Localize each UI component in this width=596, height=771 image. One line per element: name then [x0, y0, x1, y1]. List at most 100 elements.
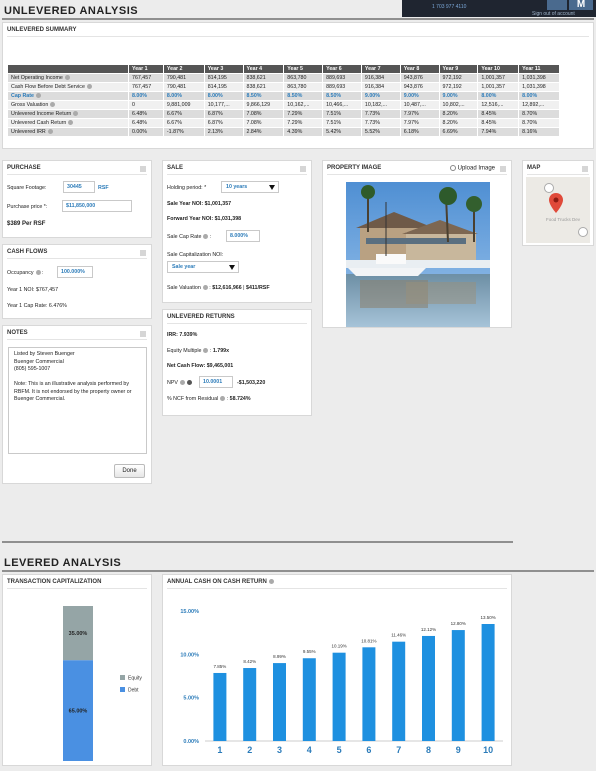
- row-label: Cap Rate: [7, 91, 129, 101]
- table-cell: 7.51%: [322, 118, 362, 128]
- bar-year-3: [273, 663, 286, 741]
- bar-data-label: 8.42%: [243, 659, 256, 664]
- banner-button[interactable]: [547, 0, 567, 10]
- sale-cap-noi-select[interactable]: Sale year: [167, 261, 239, 273]
- info-icon[interactable]: [220, 396, 226, 402]
- upload-image-link[interactable]: Upload Image: [449, 165, 495, 172]
- table-cell: 7.73%: [360, 118, 401, 128]
- panel-collapse-icon[interactable]: [582, 166, 588, 172]
- table-header-year: Year 1: [128, 64, 164, 74]
- notes-textarea[interactable]: Listed by Steven Buenger Buenger Commerc…: [8, 347, 147, 454]
- equity-multiple-value: 1.799x: [212, 348, 230, 354]
- table-cell: 790,481: [162, 73, 205, 83]
- panel-collapse-icon[interactable]: [500, 166, 506, 172]
- holding-period-select[interactable]: 10 years: [221, 181, 279, 193]
- year1-cap-rate: Year 1 Cap Rate: 6.476%: [7, 303, 67, 309]
- table-row: Unlevered Cash Return 6.48% 6.67% 6.87% 7.08…: [7, 118, 560, 128]
- table-row: Cash Flow Before Debt Service 767,457 790,…: [7, 82, 560, 92]
- table-header-year: Year 2: [162, 64, 205, 74]
- info-icon[interactable]: [73, 111, 79, 117]
- map-view[interactable]: Food Trucks Dev: [526, 177, 590, 243]
- table-cell: 10,466,...: [322, 100, 362, 110]
- sale-cap-rate-input[interactable]: 8.000%: [226, 230, 260, 242]
- cash-flows-panel: CASH FLOWS Occupancy : 100.000% Year 1 N…: [2, 244, 152, 319]
- map-panel: MAP Food Trucks Dev: [522, 160, 594, 246]
- info-icon[interactable]: [86, 84, 92, 90]
- table-cell: 8.00%: [162, 91, 205, 101]
- info-icon[interactable]: [202, 285, 208, 291]
- levered-analysis-title: LEVERED ANALYSIS: [4, 557, 122, 569]
- table-cell: 6.87%: [203, 109, 244, 119]
- panel-collapse-icon[interactable]: [140, 166, 146, 172]
- bar-data-label: 10.19%: [331, 644, 346, 649]
- npv-row: NPV: [167, 380, 192, 386]
- road-shield-icon: [544, 183, 554, 193]
- done-button[interactable]: Done: [114, 464, 145, 478]
- legend-label: Debt: [128, 688, 139, 694]
- info-icon[interactable]: [179, 380, 185, 386]
- table-cell: 767,457: [128, 82, 164, 92]
- table-cell: 8.50%: [322, 91, 362, 101]
- sqft-label: Square Footage:: [7, 185, 47, 191]
- x-tick-label: 8: [426, 745, 431, 755]
- table-header-year: Year 4: [242, 64, 285, 74]
- section-divider: [2, 570, 594, 572]
- property-image-panel: PROPERTY IMAGE Upload Image: [322, 160, 512, 328]
- upload-image-label: Upload Image: [457, 165, 495, 172]
- info-icon[interactable]: [203, 234, 209, 240]
- npv-rate-input[interactable]: 10.0001: [199, 376, 233, 388]
- table-cell: 7.97%: [399, 118, 440, 128]
- table-cell: 8.20%: [438, 109, 479, 119]
- transaction-capitalization-panel: TRANSACTION CAPITALIZATION 35.00% 65.00% E…: [2, 574, 152, 766]
- bar-year-5: [332, 652, 346, 741]
- info-icon[interactable]: [268, 579, 274, 584]
- table-header-year: Year 8: [399, 64, 440, 74]
- map-pin-icon[interactable]: [549, 193, 563, 213]
- info-icon[interactable]: [203, 348, 209, 354]
- purchase-price-input[interactable]: $11,850,000: [62, 200, 132, 212]
- panel-collapse-icon[interactable]: [140, 331, 146, 337]
- panel-collapse-icon[interactable]: [140, 250, 146, 256]
- table-cell: 8.45%: [477, 109, 520, 119]
- info-icon[interactable]: [35, 270, 41, 276]
- section-divider: [2, 541, 513, 543]
- panel-title-rule: [527, 174, 589, 175]
- price-label: Purchase price *:: [7, 204, 48, 210]
- irr-value: IRR: 7.939%: [167, 332, 198, 338]
- table-cell: 889,693: [322, 73, 362, 83]
- table-row: Net Operating Income 767,457 790,481 814,19…: [7, 73, 560, 83]
- sign-out-link[interactable]: Sign out of account: [532, 11, 575, 17]
- equity-multiple-row: Equity Multiple : 1.799x: [167, 348, 230, 354]
- x-tick-label: 6: [366, 745, 371, 755]
- sqft-input[interactable]: 30445: [63, 181, 95, 193]
- occupancy-input[interactable]: 100.000%: [57, 266, 93, 278]
- y-tick-label: 0.00%: [183, 739, 199, 745]
- info-icon[interactable]: [50, 102, 56, 108]
- info-icon[interactable]: [68, 120, 74, 126]
- forward-year-noi: Forward Year NOI: $1,031,398: [167, 216, 242, 222]
- bar-data-label: 10.81%: [361, 638, 376, 643]
- legend-swatch: [120, 687, 125, 692]
- table-cell: 8.00%: [518, 91, 560, 101]
- info-icon[interactable]: [64, 75, 70, 81]
- purchase-title: PURCHASE: [7, 165, 41, 171]
- road-shield-icon: [578, 227, 588, 237]
- panel-collapse-icon[interactable]: [300, 166, 306, 172]
- sale-cap-noi-label: Sale Capitalization NOI:: [167, 252, 224, 258]
- table-cell: 943,876: [399, 82, 440, 92]
- cash-flows-title: CASH FLOWS: [7, 249, 48, 255]
- banner-button-m[interactable]: M: [569, 0, 593, 10]
- bar-data-label: 9.55%: [303, 649, 316, 654]
- info-icon[interactable]: [35, 93, 41, 99]
- capitalization-chart: 35.00% 65.00% Equity Debt: [63, 606, 142, 761]
- table-header-year: Year 9: [438, 64, 479, 74]
- table-cell: 814,195: [203, 82, 244, 92]
- table-cell: 972,192: [438, 82, 479, 92]
- unlevered-returns-title: UNLEVERED RETURNS: [167, 314, 235, 320]
- settings-icon[interactable]: [186, 380, 192, 386]
- panel-title-rule: [167, 323, 307, 324]
- ncf-residual-value: 58.724%: [229, 396, 251, 402]
- panel-title-rule: [167, 588, 507, 589]
- table-cell: 0.00%: [128, 127, 164, 137]
- info-icon[interactable]: [47, 129, 53, 135]
